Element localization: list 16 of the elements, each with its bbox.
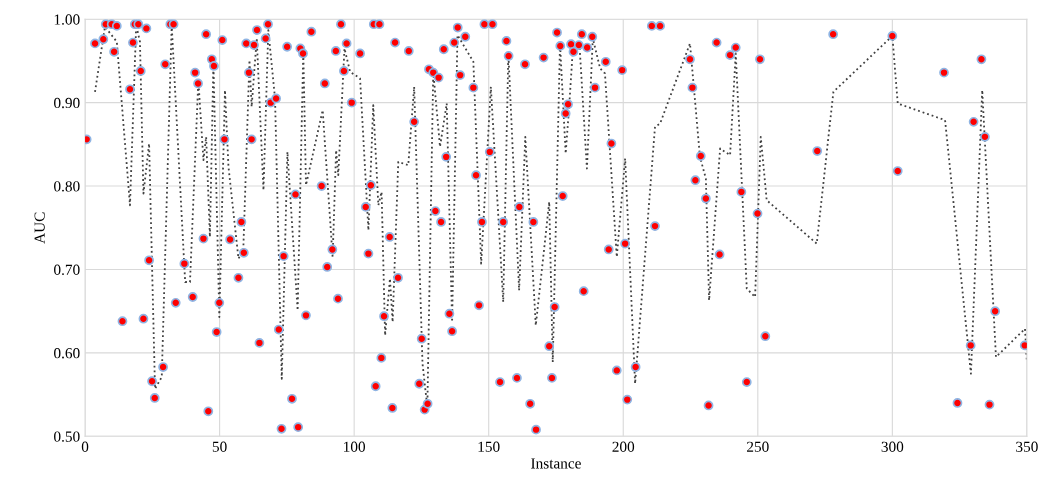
- y-tick-label: 0.90: [54, 97, 80, 109]
- x-tick-label: 100: [344, 441, 366, 452]
- x-tick-label: 350: [1016, 441, 1038, 452]
- x-tick-label: 0: [81, 441, 89, 452]
- x-tick-label: 250: [747, 441, 769, 452]
- y-axis-title: AUC: [34, 212, 45, 244]
- y-tick-label: 0.60: [54, 348, 80, 359]
- x-tick-label: 200: [612, 441, 635, 452]
- x-axis-title: Instance: [531, 458, 581, 469]
- x-tick-label: 150: [478, 441, 500, 452]
- y-tick-label: 1.00: [54, 14, 80, 25]
- x-tick-label: 50: [212, 441, 227, 452]
- y-tick-label: 0.50: [54, 431, 80, 442]
- x-tick-label: 300: [881, 441, 904, 452]
- y-tick-label: 0.70: [54, 264, 80, 275]
- y-tick-label: 0.80: [54, 181, 80, 192]
